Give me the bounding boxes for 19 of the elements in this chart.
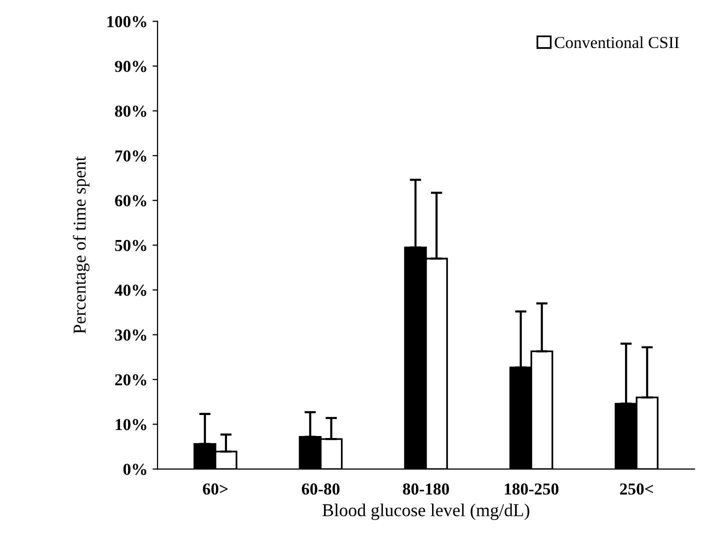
x-tick-label: 60-80 [302, 483, 340, 495]
y-tick-label: 100% [107, 16, 146, 28]
y-tick-label: 60% [115, 195, 146, 206]
x-tick-label: 180-250 [504, 483, 558, 495]
y-tick-label: 90% [114, 60, 146, 72]
y-tick-label: 30% [115, 329, 146, 341]
x-tick-label: 60> [202, 483, 228, 495]
y-tick-label: 80% [115, 106, 146, 117]
y-tick-label: 50% [115, 240, 146, 252]
x-axis-title: Blood glucose level (mg/dL) [322, 504, 530, 520]
y-tick-label: 0% [123, 464, 146, 476]
x-tick-label: 80-180 [402, 483, 449, 495]
y-tick-label: 20% [115, 374, 146, 386]
y-tick-label: 70% [115, 150, 146, 162]
y-tick-label: 40% [114, 284, 146, 296]
y-tick-label: 10% [116, 418, 146, 430]
legend-label: Conventional CSII [554, 36, 679, 48]
y-axis-title: Percentage of time spent [72, 156, 90, 334]
x-tick-label: 250< [620, 483, 653, 495]
